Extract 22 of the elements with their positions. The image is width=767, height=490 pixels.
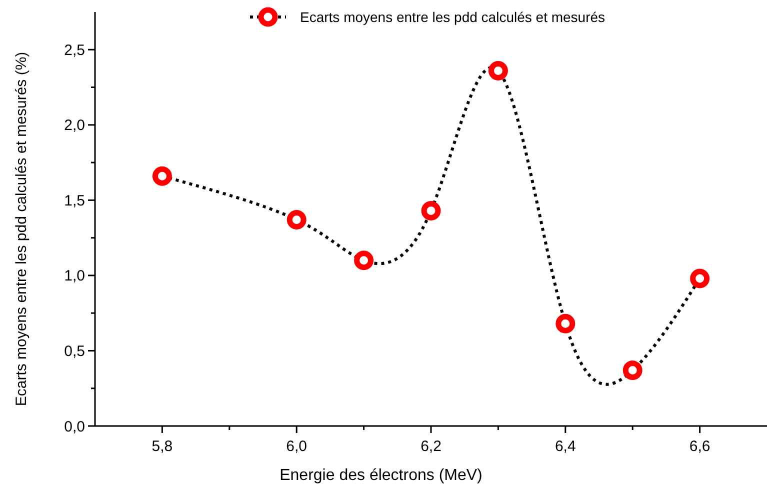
- x-tick-label: 5,8: [152, 438, 173, 455]
- x-tick-label: 6,6: [689, 438, 710, 455]
- x-tick-label: 6,2: [420, 438, 442, 455]
- point: [354, 250, 374, 270]
- x-tick-label: 6,0: [286, 438, 308, 455]
- y-tick-label: 2,5: [64, 42, 85, 59]
- point: [488, 60, 508, 80]
- legend-label: Ecarts moyens entre les pdd calculés et mesurés: [300, 8, 606, 25]
- point: [286, 210, 306, 230]
- y-tick-label: 1,5: [64, 192, 85, 210]
- y-tick-label: 0,0: [64, 418, 85, 436]
- y-axis-title: Ecarts moyens entre les pdd calculés et mesurés (%): [13, 52, 30, 406]
- point: [556, 314, 576, 334]
- point: [421, 200, 441, 220]
- y-tick-label: 1,0: [64, 268, 85, 285]
- y-tick-label: 2,0: [64, 117, 85, 134]
- x-axis-title: Energie des électrons (MeV): [280, 467, 482, 484]
- point: [622, 360, 642, 380]
- point: [690, 268, 710, 288]
- y-tick-label: 0,5: [64, 342, 85, 360]
- x-tick-label: 6,4: [554, 438, 576, 455]
- point: [152, 166, 172, 186]
